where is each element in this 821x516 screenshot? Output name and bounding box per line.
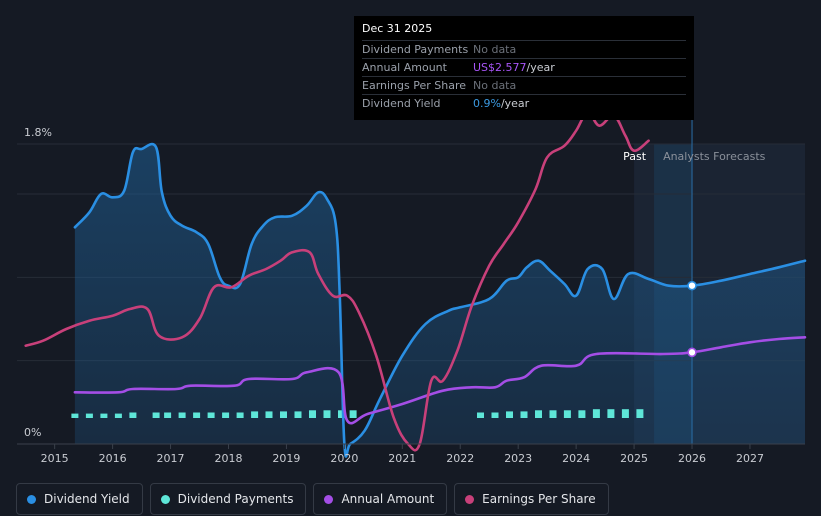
x-tick-label: 2023	[504, 452, 532, 465]
legend-item-earnings-per-share[interactable]: Earnings Per Share	[454, 483, 609, 515]
legend: Dividend Yield Dividend Payments Annual …	[16, 483, 609, 515]
x-tick-label: 2025	[620, 452, 648, 465]
dividend-payment-bar	[71, 413, 79, 418]
series-line-dividend-yield	[73, 142, 807, 458]
dividend-payment-bar	[535, 410, 542, 418]
dividend-payment-bar	[549, 410, 557, 418]
dividend-payment-bar	[592, 409, 600, 418]
x-tick-label: 2015	[41, 452, 69, 465]
x-axis: 2015 2016 2017 2018 2019 2020 2021 2022 2023 2024…	[17, 443, 805, 465]
tooltip: Dec 31 2025 Dividend Payments No data An…	[354, 16, 694, 120]
legend-label: Dividend Payments	[177, 492, 294, 506]
dividend-payment-bar	[349, 410, 357, 418]
series-line-annual-amount	[73, 336, 807, 425]
tooltip-label: Dividend Payments	[362, 43, 469, 56]
tooltip-value: US$2.577	[473, 61, 527, 74]
tooltip-label: Earnings Per Share	[362, 79, 467, 92]
dividend-payment-bar	[251, 411, 259, 418]
dividend-payment-bar	[621, 409, 629, 418]
x-tick-label: 2026	[678, 452, 706, 465]
tooltip-row-dividend-yield: Dividend Yield 0.9%/year	[362, 94, 686, 112]
highlight-markers	[687, 280, 697, 358]
tooltip-value: No data	[473, 43, 517, 56]
x-tick-label: 2021	[388, 452, 416, 465]
dividend-payment-bar	[323, 410, 331, 418]
tooltip-row-dividend-payments: Dividend Payments No data	[362, 40, 686, 58]
legend-item-dividend-payments[interactable]: Dividend Payments	[149, 483, 307, 515]
dividend-payment-bar	[164, 412, 172, 418]
dividend-payment-bar	[338, 410, 345, 418]
y-tick-label-zero: 0%	[24, 426, 41, 439]
highlight-marker	[687, 347, 697, 358]
series-line-earnings-per-share	[24, 111, 650, 452]
series-lines	[24, 111, 807, 458]
highlight-marker	[687, 280, 697, 291]
dividend-payment-bars	[71, 409, 644, 418]
tooltip-row-annual-amount: Annual Amount US$2.577/year	[362, 58, 686, 76]
y-tick-label-max: 1.8%	[24, 126, 52, 139]
legend-dot-icon	[27, 494, 36, 504]
dividend-payment-bar	[193, 412, 201, 418]
dividend-payment-bar	[178, 412, 186, 418]
tooltip-date: Dec 31 2025	[362, 22, 433, 35]
dividend-payment-bar	[578, 410, 586, 418]
x-tick-label: 2022	[446, 452, 474, 465]
tooltip-unit: /year	[526, 61, 555, 74]
dividend-payment-bar	[477, 412, 484, 418]
dividend-payment-bar	[520, 411, 528, 418]
legend-dot-icon	[160, 494, 170, 504]
tooltip-unit: /year	[500, 97, 530, 110]
x-tick-label: 2018	[214, 452, 242, 465]
x-tick-label: 2017	[157, 452, 185, 465]
dividend-payment-bar	[563, 410, 571, 418]
dividend-payment-bar	[265, 411, 273, 418]
tooltip-label: Annual Amount	[362, 61, 447, 74]
dividend-payment-bar	[491, 412, 499, 418]
x-tick-label: 2027	[736, 452, 764, 465]
tooltip-value: 0.9%	[473, 97, 501, 110]
dividend-payment-bar	[207, 412, 215, 418]
legend-item-annual-amount[interactable]: Annual Amount	[313, 483, 448, 515]
x-tick-label: 2020	[330, 452, 358, 465]
dividend-payment-bar	[280, 411, 287, 418]
past-label: Past	[623, 150, 647, 163]
dividend-payment-bar	[309, 410, 316, 418]
x-tick-label: 2016	[99, 452, 127, 465]
dividend-payment-bar	[129, 412, 137, 418]
dividend-payment-bar	[152, 412, 160, 418]
legend-dot-icon	[324, 494, 334, 504]
dividend-payment-bar	[85, 413, 93, 418]
tooltip-label: Dividend Yield	[362, 97, 441, 110]
legend-dot-icon	[465, 494, 475, 504]
forecast-label: Analysts Forecasts	[663, 150, 766, 163]
dividend-payment-bar	[222, 412, 230, 418]
legend-label: Dividend Yield	[44, 492, 130, 506]
legend-label: Earnings Per Share	[482, 492, 596, 506]
tooltip-value: No data	[473, 79, 517, 92]
dividend-payment-bar	[100, 413, 108, 418]
dividend-payment-bar	[506, 411, 513, 418]
legend-label: Annual Amount	[341, 492, 435, 506]
legend-item-dividend-yield[interactable]: Dividend Yield	[16, 483, 143, 515]
dividend-payment-bar	[294, 411, 302, 418]
dividend-payment-bar	[114, 413, 122, 418]
x-tick-label: 2019	[272, 452, 300, 465]
x-tick-label: 2024	[562, 452, 590, 465]
dividend-payment-bar	[607, 409, 615, 418]
tooltip-row-earnings-per-share: Earnings Per Share No data	[362, 76, 686, 94]
dividend-payment-bar	[636, 409, 644, 418]
dividend-payment-bar	[236, 412, 244, 418]
